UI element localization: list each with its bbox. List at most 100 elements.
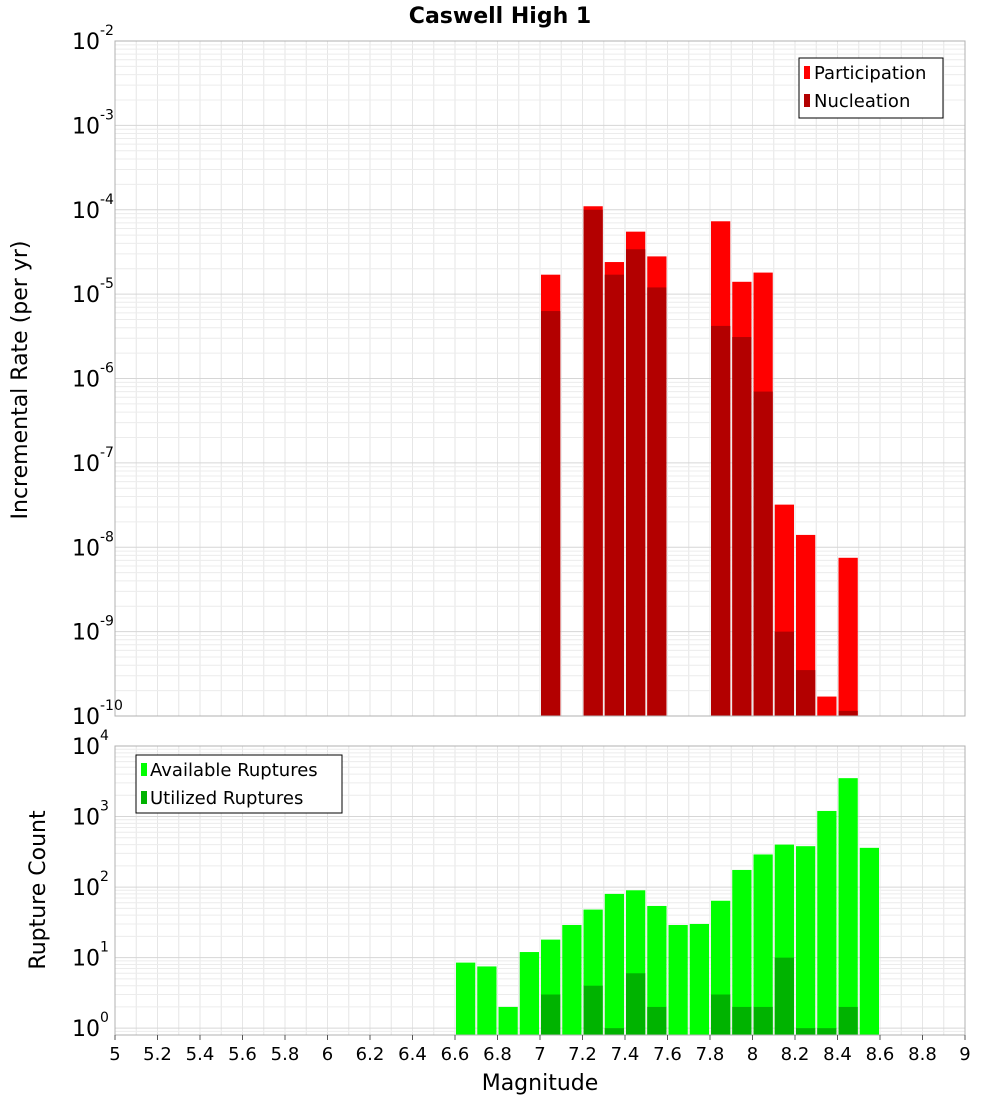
chart-title: Caswell High 1: [409, 4, 591, 29]
y-tick-label: 10 -9: [72, 614, 114, 646]
bottom-y-axis-label: Rupture Count: [26, 810, 51, 970]
x-tick-label: 8.4: [823, 1044, 852, 1065]
y-tick-base: 10: [72, 806, 100, 831]
nucleation-bar: [796, 670, 816, 716]
x-tick-label: 8: [747, 1044, 758, 1065]
nucleation-bar: [604, 274, 624, 716]
utilized-ruptures-bar: [774, 957, 794, 1035]
top-panel: Caswell High 1 10 -210 -310 -410 -510 -610 -71…: [8, 4, 966, 730]
y-tick-exponent: -5: [100, 276, 114, 292]
y-tick-label: 10 1: [72, 940, 109, 972]
bottom-legend-box: [135, 754, 343, 814]
y-tick-label: 10 -3: [72, 107, 114, 139]
y-tick-label: 10 2: [72, 869, 109, 901]
x-tick-label: 8.8: [908, 1044, 937, 1065]
utilized-ruptures-bar: [838, 1006, 858, 1035]
y-tick-label: 10 -10: [72, 698, 123, 730]
available-ruptures-bar: [647, 905, 667, 1035]
y-tick-base: 10: [72, 735, 100, 760]
x-tick-label: 5: [109, 1044, 120, 1065]
x-tick-label: 5.8: [271, 1044, 300, 1065]
y-tick-base: 10: [72, 1017, 100, 1042]
y-tick-label: 10 -5: [72, 276, 114, 308]
top-legend-box: [798, 57, 944, 119]
y-tick-label: 10 -7: [72, 445, 114, 477]
available-ruptures-bars: [456, 778, 879, 1035]
y-tick-exponent: -6: [100, 361, 114, 377]
x-tick-label: 7: [534, 1044, 545, 1065]
y-tick-label: 10 -4: [72, 192, 114, 224]
y-tick-exponent: 2: [100, 869, 109, 885]
legend-swatch-nucleation: [804, 94, 810, 107]
nucleation-bar: [647, 287, 667, 716]
top-grid: [114, 41, 966, 717]
x-tick-label: 7.8: [696, 1044, 725, 1065]
x-tick-label: 5.2: [143, 1044, 172, 1065]
y-tick-base: 10: [72, 536, 100, 561]
top-plot-frame: [114, 40, 966, 717]
available-ruptures-bar: [859, 847, 879, 1035]
participation-bar: [817, 696, 837, 716]
x-tick-label: 5.6: [228, 1044, 257, 1065]
y-tick-exponent: -3: [100, 107, 114, 123]
available-ruptures-bar: [838, 778, 858, 1035]
legend-swatch-available: [141, 763, 147, 776]
nucleation-bar: [838, 710, 858, 716]
legend-swatch-participation: [804, 66, 810, 79]
y-tick-exponent: -7: [100, 445, 114, 461]
available-ruptures-bar: [689, 923, 709, 1035]
x-tick-label: 6: [322, 1044, 333, 1065]
x-tick-label: 5.4: [186, 1044, 215, 1065]
top-y-axis-label: Incremental Rate (per yr): [8, 241, 33, 520]
y-tick-exponent: 3: [100, 799, 109, 815]
available-ruptures-bar: [732, 869, 752, 1035]
nucleation-bar: [774, 631, 794, 716]
x-tick-label: 6.6: [441, 1044, 470, 1065]
x-tick-label: 6.8: [483, 1044, 512, 1065]
y-tick-base: 10: [72, 368, 100, 393]
y-tick-base: 10: [72, 705, 100, 730]
y-tick-label: 10 4: [72, 728, 109, 760]
top-y-ticks: 10-210-310-410-510-610-710-810-910-10: [72, 23, 123, 730]
top-legend: Participation Nucleation: [798, 57, 944, 119]
y-tick-label: 10 0: [72, 1010, 109, 1042]
utilized-ruptures-bar: [541, 994, 561, 1035]
utilized-ruptures-bar: [796, 1028, 816, 1035]
available-ruptures-bar: [796, 846, 816, 1035]
nucleation-bar: [732, 337, 752, 716]
available-ruptures-bar: [519, 952, 539, 1035]
y-tick-label: 10 -8: [72, 529, 114, 561]
x-tick-label: 7.6: [653, 1044, 682, 1065]
nucleation-bar: [583, 209, 603, 716]
y-tick-base: 10: [72, 30, 100, 55]
y-tick-base: 10: [72, 114, 100, 139]
utilized-ruptures-bar: [817, 1028, 837, 1035]
y-tick-base: 10: [72, 876, 100, 901]
utilized-ruptures-bar: [626, 973, 646, 1035]
available-ruptures-bar: [817, 810, 837, 1035]
y-tick-exponent: 0: [100, 1010, 109, 1026]
x-tick-label: 7.2: [568, 1044, 597, 1065]
nucleation-bar: [711, 325, 731, 716]
y-tick-base: 10: [72, 283, 100, 308]
available-ruptures-bar: [753, 854, 773, 1035]
available-ruptures-bar: [477, 966, 497, 1035]
utilized-ruptures-bar: [753, 1006, 773, 1035]
available-ruptures-bar: [668, 925, 688, 1035]
x-tick-label: 6.2: [356, 1044, 385, 1065]
x-tick-label: 7.4: [611, 1044, 640, 1065]
y-tick-exponent: -2: [100, 23, 114, 39]
available-ruptures-bar: [562, 925, 582, 1035]
y-tick-exponent: -10: [100, 698, 123, 714]
x-tick-label: 8.6: [866, 1044, 895, 1065]
y-tick-label: 10 3: [72, 799, 109, 831]
utilized-ruptures-bar: [732, 1006, 752, 1035]
utilized-ruptures-bar: [604, 1028, 624, 1035]
y-tick-exponent: -8: [100, 529, 114, 545]
legend-label-available: Available Ruptures: [150, 760, 318, 781]
utilized-ruptures-bar: [711, 994, 731, 1035]
available-ruptures-bar: [498, 1006, 518, 1035]
